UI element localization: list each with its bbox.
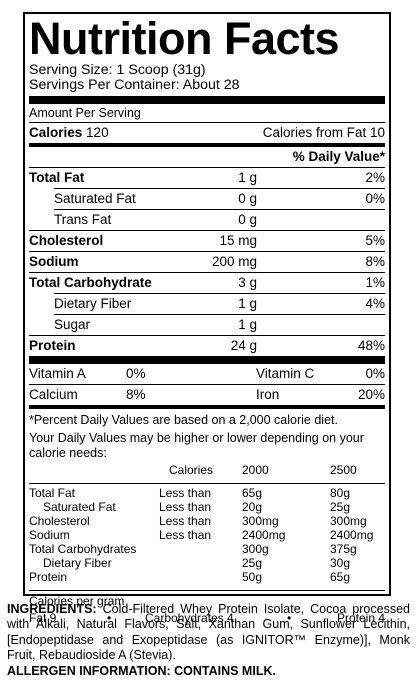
calories-per-gram-label: Calories per gram xyxy=(29,594,125,608)
calories-label: Calories xyxy=(29,125,83,140)
table-row: Total Carbohydrates 300g 375g xyxy=(29,542,357,556)
nutrient-row: Sugar 1 g xyxy=(54,314,385,335)
ingredients-text: Cold-Filtered Whey Protein Isolate, Coco… xyxy=(7,602,410,663)
nutrient-row: Saturated Fat 0 g 0% xyxy=(54,188,385,209)
nutrient-row: Protein 24 g 48% xyxy=(29,335,385,356)
nutrient-row: Total Fat 1 g 2% xyxy=(29,167,385,188)
panel-title: Nutrition Facts xyxy=(29,13,340,64)
nutrient-row: Trans Fat 0 g xyxy=(54,209,385,230)
vitamin-row: Calcium 8% Iron 20% xyxy=(29,384,385,405)
calories-per-gram: Calories per gram Fat 9 • Carbohydrates … xyxy=(29,591,385,628)
ingredients: INGREDIENTS: Cold-Filtered Whey Protein … xyxy=(7,602,410,679)
allergen-info: ALLERGEN INFORMATION: CONTAINS MILK. xyxy=(7,663,276,678)
nutrient-row: Cholesterol 15 mg 5% xyxy=(29,230,385,251)
table-row: Dietary Fiber 25g 30g xyxy=(43,556,351,570)
calories-per-gram-values: Fat 9 • Carbohydrates 4 • Protein 4 xyxy=(29,611,385,625)
servings-per-container: Servings Per Container: About 28 xyxy=(29,77,240,93)
footnote-dv-basis: *Percent Daily Values are based on a 2,0… xyxy=(29,413,338,427)
nutrient-row: Total Carbohydrate 3 g 1% xyxy=(29,272,385,293)
medium-divider xyxy=(29,143,385,147)
thick-divider xyxy=(29,356,385,364)
nutrient-row: Sodium 200 mg 8% xyxy=(29,251,385,272)
ingredients-label: INGREDIENTS: xyxy=(7,602,97,616)
table-header: Calories 2000 2500 xyxy=(169,463,357,477)
table-row: Sodium Less than 2400mg 2400mg xyxy=(29,528,374,542)
table-row: Protein 50g 65g xyxy=(29,570,351,584)
serving-size: Serving Size: 1 Scoop (31g) xyxy=(29,62,206,78)
medium-divider xyxy=(29,405,385,409)
footnote-calorie-needs: Your Daily Values may be higher or lower… xyxy=(29,431,364,460)
nutrition-facts-panel: Nutrition Facts Serving Size: 1 Scoop (3… xyxy=(23,12,391,625)
table-row: Total Fat Less than 65g 80g xyxy=(29,486,351,500)
footnote: *Percent Daily Values are based on a 2,0… xyxy=(29,409,385,463)
amount-per-serving: Amount Per Serving xyxy=(29,106,141,120)
calories-row: Calories 120 Calories from Fat 10 xyxy=(29,122,385,143)
nutrient-row: Dietary Fiber 1 g 4% xyxy=(54,293,385,314)
thick-divider xyxy=(29,96,385,104)
daily-values-table: Calories 2000 2500 Total Fat Less than 65g… xyxy=(29,463,385,584)
daily-value-header: % Daily Value* xyxy=(292,149,385,164)
vitamin-row: Vitamin A 0% Vitamin C 0% xyxy=(29,366,385,381)
table-row: Cholesterol Less than 300mg 300mg xyxy=(29,514,367,528)
table-row: Saturated Fat Less than 20g 25g xyxy=(43,500,351,514)
calories-from-fat: Calories from Fat 10 xyxy=(262,125,385,140)
calories-value: 120 xyxy=(86,125,109,140)
